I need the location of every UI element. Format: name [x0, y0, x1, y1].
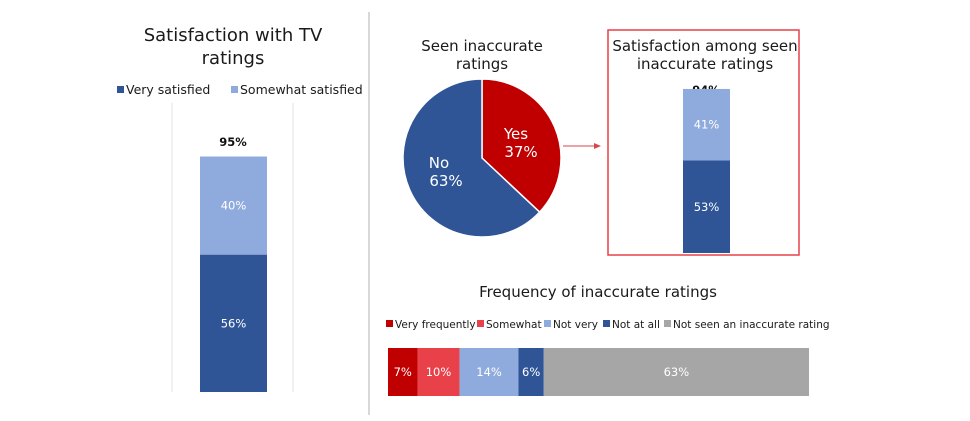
- chart4-label-not-at-all: 6%: [522, 365, 540, 379]
- legend-swatch-somewhat: [477, 320, 484, 327]
- chart4-legend: Very frequently Somewhat Not very Not at…: [386, 319, 830, 331]
- chart3-bar-somewhat-satisfied: [683, 88, 730, 161]
- chart4-bar-not-seen: [543, 348, 809, 396]
- highlight-box: [607, 29, 800, 256]
- legend-label-somewhat: Somewhat: [486, 319, 542, 331]
- chart3-bar-very-satisfied: [683, 160, 730, 253]
- chart4-label-very-frequently: 7%: [394, 365, 412, 379]
- chart4-bar-not-at-all: [518, 348, 544, 396]
- chart3-label-very-satisfied: 53%: [694, 200, 720, 214]
- chart1-bar-somewhat-satisfied: [200, 156, 267, 255]
- chart-seen-inaccurate-pie: Seen inaccurate ratings Yes 37% No 63%: [402, 37, 601, 238]
- chart1-total-label: 95%: [219, 135, 247, 149]
- chart3-label-somewhat-satisfied: 41%: [694, 118, 720, 132]
- chart3-title-line2: inaccurate ratings: [637, 55, 774, 73]
- legend-swatch-not-at-all: [603, 320, 610, 327]
- chart-satisfaction-tv-ratings: Satisfaction with TV ratings Very satisf…: [117, 25, 363, 392]
- chart1-legend: Very satisfied Somewhat satisfied: [117, 82, 363, 97]
- chart2-title-line1: Seen inaccurate: [421, 37, 543, 55]
- pie-label-yes-name: Yes: [503, 125, 528, 143]
- pie-label-yes-value: 37%: [504, 143, 537, 161]
- chart4-label-somewhat: 10%: [426, 365, 452, 379]
- chart1-title-line2: ratings: [202, 48, 265, 69]
- legend-label-not-at-all: Not at all: [612, 319, 660, 331]
- chart4-bar-somewhat: [417, 348, 460, 396]
- chart3-title-line1: Satisfaction among seen: [612, 37, 797, 55]
- chart-satisfaction-among-seen: Satisfaction among seen inaccurate ratin…: [607, 29, 800, 256]
- pie-slice-no: [402, 78, 541, 238]
- chart4-bar-not-very: [459, 348, 519, 396]
- legend-swatch-very-satisfied: [117, 86, 124, 93]
- chart4-bar-very-frequently: [388, 348, 418, 396]
- pie-label-no-value: 63%: [429, 172, 462, 190]
- legend-label-not-very: Not very: [553, 319, 598, 331]
- chart-frequency-inaccurate: Frequency of inaccurate ratings Very fre…: [386, 283, 830, 396]
- chart2-title-line2: ratings: [456, 55, 508, 73]
- chart1-bar-very-satisfied: [200, 254, 267, 392]
- legend-label-somewhat-satisfied: Somewhat satisfied: [240, 82, 363, 97]
- chart1-title-line1: Satisfaction with TV: [144, 25, 323, 46]
- legend-swatch-somewhat-satisfied: [231, 86, 238, 93]
- chart4-title: Frequency of inaccurate ratings: [479, 283, 717, 301]
- legend-label-very-satisfied: Very satisfied: [126, 82, 210, 97]
- chart4-label-not-seen: 63%: [664, 365, 690, 379]
- legend-label-very-frequently: Very frequently: [395, 319, 476, 331]
- legend-swatch-very-frequently: [386, 320, 393, 327]
- legend-swatch-not-very: [544, 320, 551, 327]
- legend-swatch-not-seen: [664, 320, 671, 327]
- chart1-label-somewhat-satisfied: 40%: [221, 199, 247, 213]
- chart1-label-very-satisfied: 56%: [221, 316, 247, 330]
- chart4-label-not-very: 14%: [476, 365, 502, 379]
- legend-label-not-seen: Not seen an inaccurate rating: [673, 319, 830, 331]
- pie-slice-yes: [481, 78, 562, 214]
- pie-label-no-name: No: [429, 154, 449, 172]
- connector-arrow-head: [594, 143, 601, 149]
